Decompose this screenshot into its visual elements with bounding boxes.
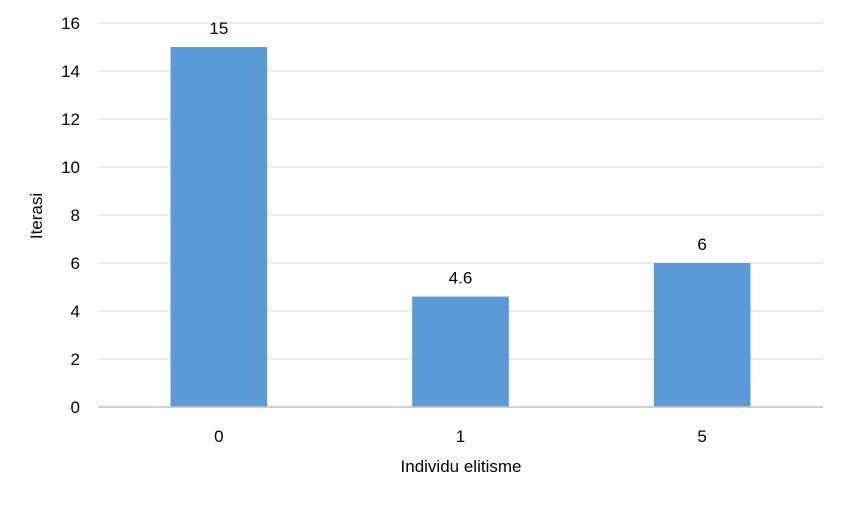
y-tick-label: 10 bbox=[61, 158, 80, 177]
y-tick-label: 4 bbox=[71, 302, 80, 321]
y-tick-label: 6 bbox=[71, 254, 80, 273]
y-tick-label: 2 bbox=[71, 350, 80, 369]
x-tick-label: 1 bbox=[456, 427, 465, 446]
bar bbox=[412, 296, 509, 407]
x-tick-label: 5 bbox=[697, 427, 706, 446]
bars bbox=[170, 47, 751, 407]
data-labels: 154.66 bbox=[209, 19, 707, 288]
y-axis-title: Iterasi bbox=[27, 193, 46, 239]
y-tick-label: 14 bbox=[61, 62, 80, 81]
y-tick-label: 16 bbox=[61, 14, 80, 33]
y-tick-label: 0 bbox=[71, 398, 80, 417]
y-tick-label: 12 bbox=[61, 110, 80, 129]
x-axis-title: Individu elitisme bbox=[401, 457, 522, 476]
data-label: 6 bbox=[697, 235, 706, 254]
data-label: 15 bbox=[209, 19, 228, 38]
bar bbox=[653, 263, 751, 407]
x-tick-label: 0 bbox=[214, 427, 223, 446]
bar bbox=[170, 47, 268, 407]
y-tick-label: 8 bbox=[71, 206, 80, 225]
data-label: 4.6 bbox=[449, 269, 473, 288]
